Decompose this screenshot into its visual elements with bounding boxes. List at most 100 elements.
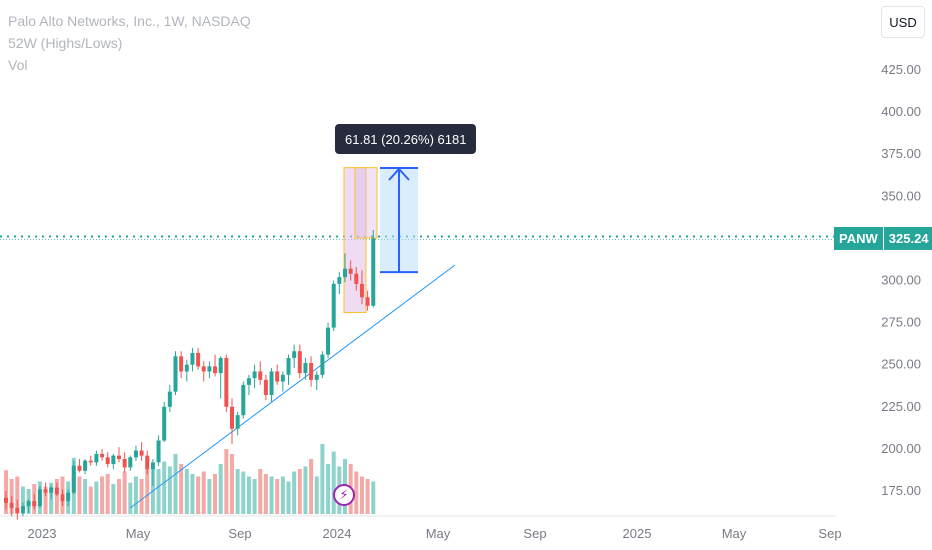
candle-body — [343, 268, 347, 278]
volume-bar — [111, 484, 116, 514]
volume-bar — [162, 461, 167, 514]
legend-title[interactable]: Palo Alto Networks, Inc., 1W, NASDAQ — [8, 13, 251, 29]
volume-bar — [201, 471, 206, 514]
x-tick-label: Sep — [523, 526, 546, 541]
y-tick-label: 300.00 — [881, 273, 921, 288]
volume-bar — [207, 479, 212, 514]
drawing-tools — [130, 167, 456, 509]
volume-bar — [54, 479, 59, 514]
volume-bar — [365, 479, 370, 514]
candle-body — [66, 492, 71, 502]
volume-bar — [105, 474, 110, 514]
candle-body — [20, 506, 25, 513]
volume-bar — [235, 469, 240, 514]
volume-bar — [359, 476, 364, 514]
volume-bar — [196, 476, 201, 514]
candle-body — [190, 352, 195, 365]
volume-bar — [218, 464, 223, 514]
y-tick-label: 375.00 — [881, 146, 921, 161]
price-tag-symbol: PANW — [834, 227, 884, 250]
volume-bar — [314, 476, 319, 514]
volume-bar — [280, 476, 285, 514]
x-tick-label: Sep — [818, 526, 841, 541]
candle-body — [292, 351, 297, 358]
measure-arrow-head — [388, 167, 410, 181]
candle-body — [100, 453, 105, 458]
candle-body — [162, 406, 167, 441]
candle-body — [32, 501, 37, 507]
volume-bar — [213, 474, 218, 514]
candle-body — [348, 268, 353, 274]
candle-body — [365, 297, 370, 306]
candle-body — [54, 487, 59, 495]
volume-bar — [156, 469, 161, 514]
candle-body — [15, 507, 20, 513]
candle-body — [207, 366, 212, 372]
candle-body — [4, 497, 8, 503]
candle-body — [213, 366, 218, 374]
volume-bar — [133, 476, 138, 514]
x-tick-label: May — [126, 526, 151, 541]
x-tick-label: May — [722, 526, 747, 541]
currency-button[interactable]: USD — [881, 6, 925, 38]
volume-bar — [371, 481, 376, 514]
legend-52w-indicator[interactable]: 52W (Highs/Lows) — [8, 35, 123, 51]
y-tick-label: 175.00 — [881, 483, 921, 498]
volume-bar — [286, 481, 291, 514]
volume-bar — [167, 466, 172, 514]
measure-label: 61.81 (20.26%) 6181 — [335, 124, 477, 154]
volume-bar — [241, 471, 246, 514]
volume-bar — [173, 454, 178, 514]
candle-body — [111, 455, 116, 465]
candle-body — [167, 391, 172, 407]
candle-body — [37, 489, 42, 507]
candle-body — [139, 450, 144, 456]
volume-bar — [15, 476, 20, 514]
y-tick-label: 250.00 — [881, 357, 921, 372]
y-tick-label: 275.00 — [881, 315, 921, 330]
volume-bars — [4, 444, 376, 514]
candle-body — [105, 457, 110, 465]
candle-body — [77, 465, 82, 471]
volume-bar — [230, 454, 234, 514]
candle-body — [354, 273, 359, 284]
volume-bar — [179, 464, 184, 514]
volume-bar — [292, 471, 297, 514]
candle-body — [331, 283, 336, 328]
volume-bar — [88, 486, 93, 514]
x-tick-label: Sep — [228, 526, 251, 541]
volume-bar — [297, 469, 302, 514]
candle-body — [71, 465, 76, 493]
y-tick-label: 400.00 — [881, 104, 921, 119]
y-tick-label: 200.00 — [881, 441, 921, 456]
legend-volume[interactable]: Vol — [8, 57, 28, 73]
candle-body — [275, 371, 280, 382]
volume-bar — [100, 476, 105, 514]
y-tick-label: 350.00 — [881, 188, 921, 203]
candle-body — [258, 371, 263, 380]
candle-body — [173, 356, 178, 392]
candle-body — [83, 460, 88, 471]
volume-bar — [83, 479, 88, 514]
lightning-icon[interactable]: ⚡ — [333, 484, 355, 506]
volume-bar — [224, 449, 229, 514]
x-tick-label: 2023 — [28, 526, 57, 541]
candle-body — [94, 453, 99, 463]
candle-body — [43, 489, 48, 493]
candle-body — [235, 415, 240, 429]
candle-body — [122, 459, 127, 468]
volume-bar — [150, 464, 155, 514]
volume-bar — [77, 476, 82, 514]
candle-body — [263, 379, 268, 396]
candle-body — [133, 450, 138, 458]
candle-body — [252, 371, 257, 379]
volume-bar — [269, 476, 274, 514]
candle-body — [269, 371, 274, 396]
x-tick-label: 2025 — [623, 526, 652, 541]
candle-body — [26, 501, 31, 507]
candle-body — [179, 356, 184, 372]
chart-legend: Palo Alto Networks, Inc., 1W, NASDAQ 52W… — [8, 10, 251, 76]
candles — [4, 229, 376, 520]
